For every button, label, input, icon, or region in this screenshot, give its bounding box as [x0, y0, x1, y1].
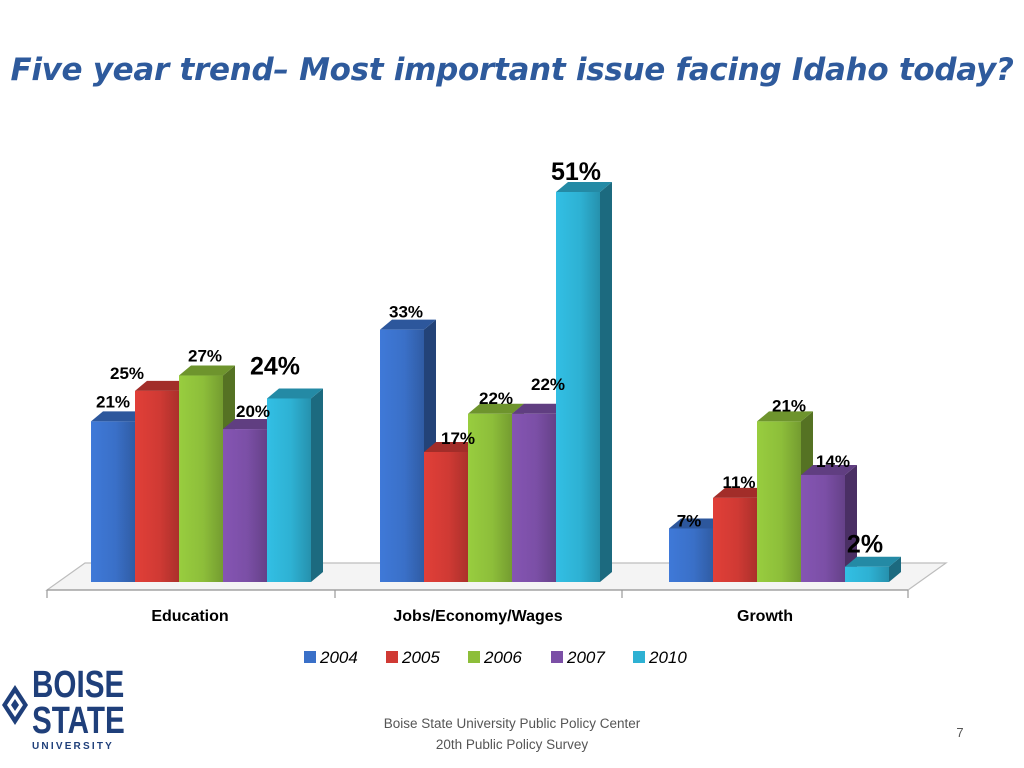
- logo-word-state: STATE: [32, 700, 125, 742]
- legend-swatch: [468, 651, 480, 663]
- legend-label: 2007: [566, 648, 605, 667]
- data-label: 20%: [236, 402, 270, 421]
- data-label: 2%: [847, 531, 883, 559]
- logo-word-university: UNIVERSITY: [32, 741, 115, 752]
- legend: 2004 2005 2006 2007 2010: [304, 648, 687, 667]
- bar-top: [468, 403, 524, 414]
- bar-side: [311, 388, 323, 582]
- data-label: 7%: [677, 511, 702, 530]
- data-label: 22%: [531, 375, 565, 394]
- bar-2007-growth: [801, 464, 857, 582]
- category-label: Growth: [737, 608, 793, 625]
- data-label: 11%: [722, 473, 755, 492]
- page-number: 7: [956, 725, 964, 740]
- bar-2010-education: [267, 388, 323, 582]
- bar-front: [845, 566, 889, 582]
- bar-top: [380, 319, 436, 330]
- bar-top: [179, 365, 235, 376]
- data-label: 51%: [551, 158, 601, 186]
- bar-front: [135, 390, 179, 582]
- bar-2004-jobs-economy-wages: [380, 319, 436, 582]
- legend-label: 2006: [483, 648, 522, 667]
- legend-item-2006: 2006: [468, 648, 522, 667]
- bar-top: [223, 419, 279, 430]
- category-label: Jobs/Economy/Wages: [393, 608, 562, 625]
- logo-word-boise: BOISE: [32, 664, 125, 706]
- bar-side: [889, 556, 901, 582]
- category-label: Education: [151, 608, 228, 625]
- x-axis: Education Jobs/Economy/Wages Growth: [46, 589, 909, 625]
- bar-front: [380, 329, 424, 582]
- bar-2010-jobs-economy-wages: [556, 182, 612, 582]
- legend-label: 2005: [401, 648, 440, 667]
- data-label: 21%: [96, 392, 130, 411]
- bar-top: [91, 411, 147, 422]
- legend-item-2010: 2010: [633, 648, 687, 667]
- bar-front: [223, 429, 267, 582]
- bar-front: [713, 497, 757, 582]
- data-label: 33%: [389, 303, 423, 322]
- bar-side: [600, 182, 612, 582]
- legend-item-2007: 2007: [551, 648, 605, 667]
- bar-front: [179, 375, 223, 582]
- bar-front: [669, 528, 713, 582]
- legend-label: 2010: [648, 648, 687, 667]
- bar-front: [91, 421, 135, 582]
- legend-swatch: [633, 651, 645, 663]
- data-label: 14%: [816, 452, 850, 471]
- bar-2006-education: [179, 365, 235, 582]
- logo-mark-icon: [2, 685, 28, 725]
- data-label: 24%: [250, 352, 300, 380]
- bar-chart: 21% 25% 27% 20% 24% 33% 17% 22% 22% 51% 7% 11% 21% 14…: [45, 158, 948, 667]
- bar-front: [267, 398, 311, 582]
- bar-top: [757, 411, 813, 422]
- data-label: 25%: [110, 364, 144, 383]
- bar-front: [424, 452, 468, 582]
- bar-front: [468, 413, 512, 582]
- chart-title: Five year trend– Most important issue fa…: [10, 52, 1014, 88]
- bar-front: [801, 474, 845, 582]
- bar-front: [556, 192, 600, 582]
- data-label: 21%: [772, 396, 806, 415]
- bar-top: [267, 388, 323, 399]
- bar-2010-growth: [845, 556, 901, 582]
- legend-item-2005: 2005: [386, 648, 440, 667]
- bar-top: [424, 442, 480, 452]
- legend-item-2004: 2004: [304, 648, 358, 667]
- bar-front: [512, 413, 556, 582]
- bar-top: [512, 403, 568, 414]
- data-label: 27%: [188, 347, 222, 366]
- legend-swatch: [551, 651, 563, 663]
- bars-group: [91, 182, 901, 582]
- footer-line-2: 20th Public Policy Survey: [435, 737, 589, 752]
- bar-top: [669, 518, 725, 529]
- bar-side: [845, 464, 857, 582]
- data-label: 17%: [441, 429, 475, 448]
- bar-top: [713, 487, 769, 498]
- data-label: 22%: [479, 389, 513, 408]
- legend-swatch: [386, 651, 398, 663]
- bar-front: [757, 421, 801, 582]
- boise-state-logo: BOISE STATE UNIVERSITY: [0, 665, 125, 755]
- bar-top: [556, 182, 612, 192]
- legend-swatch: [304, 651, 316, 663]
- bar-top: [135, 380, 191, 391]
- footer: Boise State University Public Policy Cen…: [312, 713, 712, 755]
- legend-label: 2004: [319, 648, 358, 667]
- data-labels-group: 21% 25% 27% 20% 24% 33% 17% 22% 22% 51% 7% 11% 21% 14…: [96, 158, 883, 559]
- footer-line-1: Boise State University Public Policy Cen…: [383, 716, 641, 731]
- bar-top: [801, 464, 857, 475]
- bar-top: [845, 556, 901, 567]
